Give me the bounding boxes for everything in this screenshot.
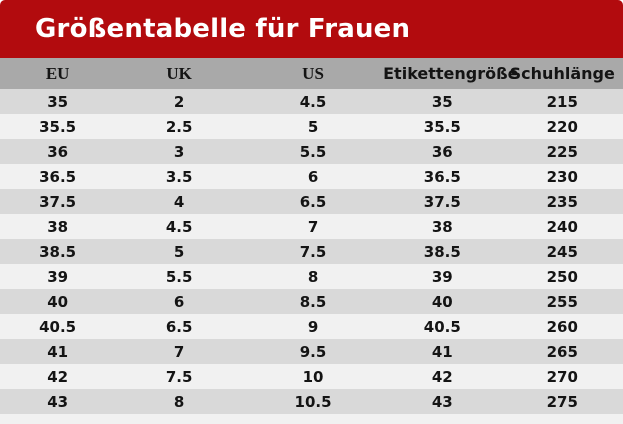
table-cell-schuhlaenge: 215 (546, 92, 578, 111)
table-cell-eu: 39 (47, 267, 69, 286)
table-cell-etikettengroesse: 40.5 (423, 317, 461, 336)
table-cell-etikettengroesse: 36.5 (423, 167, 461, 186)
table-cell-uk: 5 (173, 242, 185, 261)
table-cell-us: 5 (307, 117, 319, 136)
table-cell-uk: 4.5 (165, 217, 193, 236)
table-cell-etikettengroesse: 39 (431, 267, 453, 286)
table-cell-eu: 40 (47, 292, 69, 311)
table-cell-uk: 8 (173, 392, 185, 411)
table-cell-schuhlaenge: 235 (546, 192, 578, 211)
table-cell-schuhlaenge: 220 (546, 117, 578, 136)
table-cell-us: 8 (307, 267, 319, 286)
table-cell-us: 6.5 (299, 192, 327, 211)
table-cell-uk: 2.5 (165, 117, 193, 136)
table-row: 36.5 3.5 6 36.5 230 (0, 164, 623, 189)
table-cell-schuhlaenge: 245 (546, 242, 578, 261)
table-row: 42 7.5 10 42 270 (0, 364, 623, 389)
table-cell-etikettengroesse: 37.5 (423, 192, 461, 211)
table-cell-etikettengroesse: 38.5 (423, 242, 461, 261)
table-cell-uk: 4 (173, 192, 185, 211)
table-cell-us: 8.5 (299, 292, 327, 311)
table-cell-eu: 40.5 (39, 317, 77, 336)
table-header: EU UK US Etikettengröße Schuhlänge (0, 58, 623, 89)
table-cell-etikettengroesse: 35 (431, 92, 453, 111)
table-cell-eu: 41 (47, 342, 69, 361)
table-row: 36 3 5.5 36 225 (0, 139, 623, 164)
table-cell-us: 6 (307, 167, 319, 186)
table-cell-schuhlaenge: 265 (546, 342, 578, 361)
table-row: 35 2 4.5 35 215 (0, 89, 623, 114)
table-cell-eu: 43 (47, 392, 69, 411)
table-cell-us: 10 (302, 367, 324, 386)
table-cell-uk: 7.5 (165, 367, 193, 386)
table-cell-schuhlaenge: 250 (546, 267, 578, 286)
table-cell-eu: 35.5 (39, 117, 77, 136)
column-header-us: US (302, 63, 324, 83)
table-cell-eu: 35 (47, 92, 69, 111)
table-cell-eu: 37.5 (39, 192, 77, 211)
table-cell-etikettengroesse: 40 (431, 292, 453, 311)
table-cell-us: 9.5 (299, 342, 327, 361)
table-cell-etikettengroesse: 43 (431, 392, 453, 411)
table-body: 35 2 4.5 35 215 35.5 2.5 5 35.5 220 36 3 5.5 36 225 36.… (0, 89, 623, 414)
table-cell-uk: 6.5 (165, 317, 193, 336)
table-row: 38 4.5 7 38 240 (0, 214, 623, 239)
table-row: 38.5 5 7.5 38.5 245 (0, 239, 623, 264)
table-cell-etikettengroesse: 42 (431, 367, 453, 386)
table-cell-us: 7 (307, 217, 319, 236)
table-cell-uk: 7 (173, 342, 185, 361)
table-cell-eu: 38 (47, 217, 69, 236)
header-row: EU UK US Etikettengröße Schuhlänge (0, 58, 623, 89)
table-row: 37.5 4 6.5 37.5 235 (0, 189, 623, 214)
table-row: 43 8 10.5 43 275 (0, 389, 623, 414)
page-title: Größentabelle für Frauen (35, 14, 411, 44)
table-cell-us: 7.5 (299, 242, 327, 261)
table-cell-schuhlaenge: 270 (546, 367, 578, 386)
column-header-schuhlaenge: Schuhlänge (509, 64, 615, 83)
table-cell-us: 5.5 (299, 142, 327, 161)
table-cell-us: 10.5 (294, 392, 332, 411)
table-cell-us: 4.5 (299, 92, 327, 111)
table-row: 41 7 9.5 41 265 (0, 339, 623, 364)
table-cell-eu: 36 (47, 142, 69, 161)
column-header-uk: UK (166, 63, 192, 83)
table-cell-uk: 3.5 (165, 167, 193, 186)
table-cell-schuhlaenge: 260 (546, 317, 578, 336)
size-table: EU UK US Etikettengröße Schuhlänge 35 2 4.5 35 2… (0, 58, 623, 414)
table-cell-etikettengroesse: 35.5 (423, 117, 461, 136)
table-cell-etikettengroesse: 41 (431, 342, 453, 361)
table-cell-schuhlaenge: 240 (546, 217, 578, 236)
table-cell-us: 9 (307, 317, 319, 336)
table-cell-uk: 5.5 (165, 267, 193, 286)
table-cell-etikettengroesse: 36 (431, 142, 453, 161)
table-row: 40 6 8.5 40 255 (0, 289, 623, 314)
column-header-eu: EU (45, 63, 70, 83)
table-cell-schuhlaenge: 255 (546, 292, 578, 311)
table-cell-uk: 2 (173, 92, 185, 111)
table-cell-uk: 6 (173, 292, 185, 311)
table-cell-schuhlaenge: 225 (546, 142, 578, 161)
table-cell-schuhlaenge: 275 (546, 392, 578, 411)
table-cell-uk: 3 (173, 142, 185, 161)
table-cell-eu: 38.5 (39, 242, 77, 261)
column-header-etikettengroesse: Etikettengröße (383, 64, 519, 83)
table-row: 39 5.5 8 39 250 (0, 264, 623, 289)
table-row: 35.5 2.5 5 35.5 220 (0, 114, 623, 139)
table-cell-eu: 36.5 (39, 167, 77, 186)
table-cell-eu: 42 (47, 367, 69, 386)
table-cell-schuhlaenge: 230 (546, 167, 578, 186)
table-row: 40.5 6.5 9 40.5 260 (0, 314, 623, 339)
table-cell-etikettengroesse: 38 (431, 217, 453, 236)
title-banner: Größentabelle für Frauen (0, 0, 623, 58)
